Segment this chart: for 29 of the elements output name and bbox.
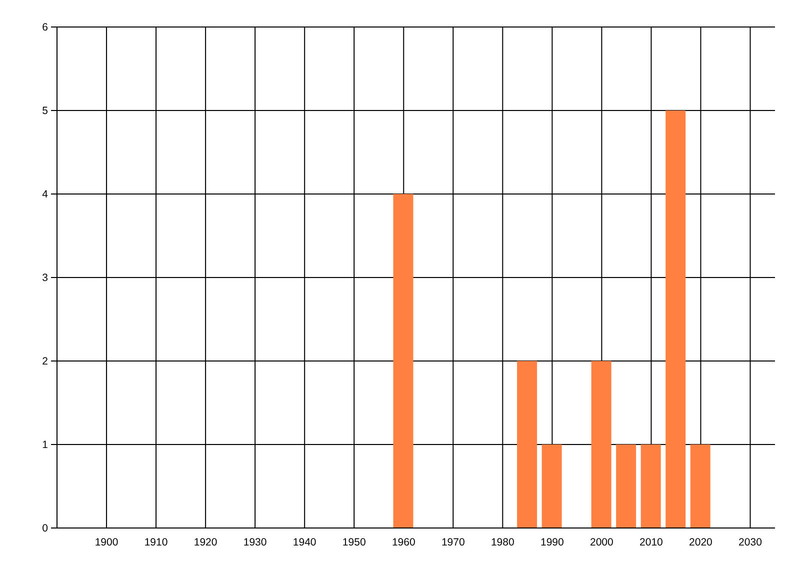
bar — [393, 194, 414, 528]
x-tick-label: 1990 — [540, 536, 564, 548]
x-tick-label: 2030 — [738, 536, 762, 548]
y-tick-label: 1 — [42, 439, 48, 452]
x-tick-label: 1980 — [490, 536, 514, 548]
x-tick-label: 1920 — [194, 536, 218, 548]
bar — [517, 361, 538, 528]
x-tick-label: 1960 — [392, 536, 416, 548]
x-tick-label: 1930 — [243, 536, 267, 548]
x-tick-label: 1970 — [441, 536, 465, 548]
y-tick-label: 6 — [42, 22, 48, 34]
bar — [640, 444, 661, 528]
bar — [591, 361, 612, 528]
x-tick-label: 1910 — [144, 536, 168, 548]
bar — [542, 444, 562, 528]
y-tick-label: 3 — [42, 272, 48, 284]
bar — [616, 444, 636, 528]
y-tick-label: 0 — [42, 522, 48, 535]
x-tick-label: 1900 — [94, 536, 118, 548]
x-tick-label: 2010 — [640, 536, 664, 548]
bar — [666, 110, 686, 528]
x-tick-label: 1940 — [292, 536, 316, 548]
bar — [690, 444, 710, 528]
x-tick-label: 2000 — [590, 536, 614, 548]
y-tick-label: 2 — [42, 356, 48, 368]
x-tick-label: 2020 — [689, 536, 713, 548]
y-tick-label: 4 — [42, 188, 48, 201]
y-tick-label: 5 — [42, 105, 48, 118]
x-tick-label: 1950 — [342, 536, 366, 548]
